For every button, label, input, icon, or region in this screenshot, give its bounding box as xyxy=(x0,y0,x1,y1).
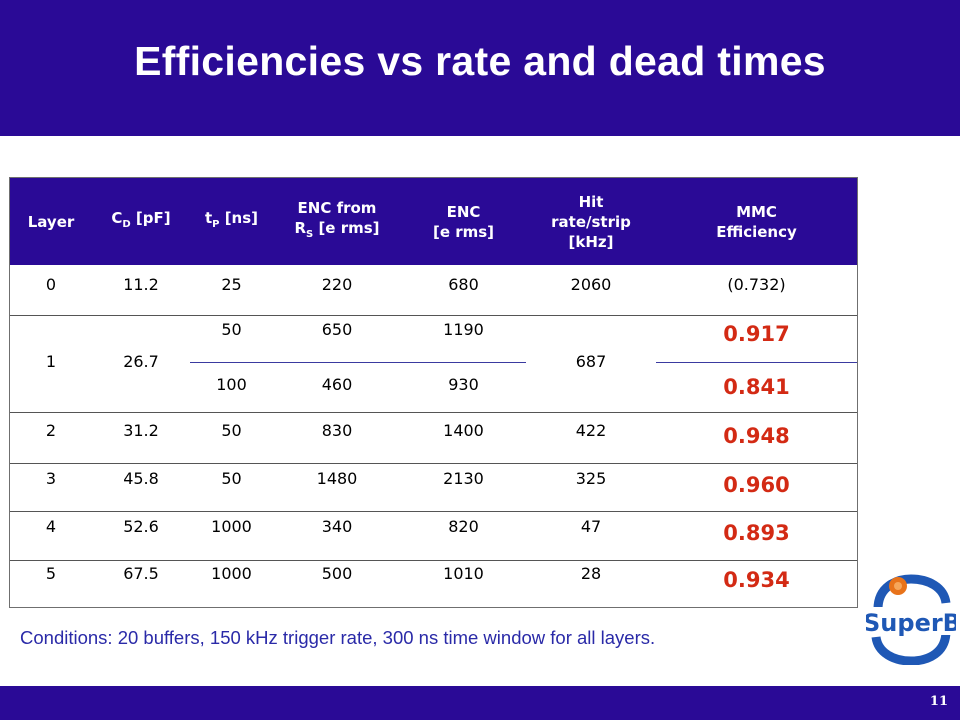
cell-layer: 2 xyxy=(45,421,57,440)
cell-hit-rate: 2060 xyxy=(570,275,612,294)
row-divider xyxy=(10,560,857,561)
title-bar: Efficiencies vs rate and dead times xyxy=(0,0,960,136)
header-hit-rate: Hit rate/strip [kHz] xyxy=(551,192,631,251)
superb-logo: SuperB xyxy=(866,574,956,665)
row-divider xyxy=(10,412,857,413)
header-mmc-efficiency: MMC Efficiency xyxy=(716,202,797,241)
cell-peaking-time: 100 xyxy=(216,375,247,394)
cell-capacitance: 31.2 xyxy=(123,421,159,440)
row-divider xyxy=(10,511,857,512)
table-header-row: Layer CD [pF] tP [ns] ENC from RS [e rms… xyxy=(10,178,857,265)
cell-efficiency: 0.917 xyxy=(723,322,790,346)
cell-enc-from-rs: 650 xyxy=(321,320,353,339)
cell-peaking-time: 50 xyxy=(221,320,242,339)
cell-hit-rate: 47 xyxy=(580,517,602,536)
cell-peaking-time: 50 xyxy=(221,421,242,440)
cell-enc-from-rs: 1480 xyxy=(316,469,358,488)
header-enc-from-rs: ENC from RS [e rms] xyxy=(294,199,380,240)
cell-peaking-time: 25 xyxy=(221,275,242,294)
cell-enc: 930 xyxy=(448,375,479,394)
cell-enc-from-rs: 460 xyxy=(321,375,353,394)
row-divider xyxy=(10,315,857,316)
cell-capacitance: 11.2 xyxy=(123,275,159,294)
cell-enc: 680 xyxy=(448,275,479,294)
cell-peaking-time: 1000 xyxy=(211,564,252,583)
header-enc: ENC [e rms] xyxy=(432,202,495,241)
cell-layer: 1 xyxy=(45,352,57,371)
cell-enc: 1400 xyxy=(443,421,484,440)
cell-capacitance: 45.8 xyxy=(123,469,159,488)
cell-enc: 1190 xyxy=(443,320,484,339)
cell-efficiency: 0.948 xyxy=(723,424,790,448)
cell-efficiency: 0.934 xyxy=(723,568,790,592)
header-layer: Layer xyxy=(27,212,75,231)
cell-efficiency: 0.893 xyxy=(723,521,790,545)
cell-enc-from-rs: 340 xyxy=(321,517,353,536)
efficiency-table: Layer CD [pF] tP [ns] ENC from RS [e rms… xyxy=(9,177,858,608)
cell-efficiency: 0.960 xyxy=(723,473,790,497)
cell-layer: 3 xyxy=(45,469,57,488)
logo-text: SuperB xyxy=(866,609,956,637)
cell-layer: 5 xyxy=(45,564,57,583)
cell-peaking-time: 1000 xyxy=(211,517,252,536)
cell-capacitance: 26.7 xyxy=(123,352,159,371)
header-peaking-time: tP [ns] xyxy=(204,209,259,230)
cell-enc-from-rs: 830 xyxy=(321,421,353,440)
slide-title: Efficiencies vs rate and dead times xyxy=(134,38,826,84)
cell-efficiency: (0.732) xyxy=(727,275,786,294)
header-capacitance: CD [pF] xyxy=(111,209,171,230)
cell-enc: 2130 xyxy=(443,469,484,488)
cell-hit-rate: 687 xyxy=(575,352,607,371)
footer-bar xyxy=(0,686,960,720)
cell-peaking-time: 50 xyxy=(221,469,242,488)
cell-hit-rate: 325 xyxy=(575,469,607,488)
cell-hit-rate: 422 xyxy=(575,421,607,440)
cell-enc: 820 xyxy=(448,517,479,536)
cell-enc: 1010 xyxy=(443,564,484,583)
cell-layer: 4 xyxy=(45,517,57,536)
cell-enc-from-rs: 500 xyxy=(321,564,353,583)
cell-hit-rate: 28 xyxy=(580,564,602,583)
sub-row-divider xyxy=(190,362,526,363)
row-divider xyxy=(10,463,857,464)
cell-enc-from-rs: 220 xyxy=(321,275,353,294)
cell-capacitance: 52.6 xyxy=(123,517,159,536)
cell-efficiency: 0.841 xyxy=(723,375,790,399)
conditions-note: Conditions: 20 buffers, 150 kHz trigger … xyxy=(20,627,656,648)
sub-row-divider xyxy=(656,362,857,363)
cell-capacitance: 67.5 xyxy=(123,564,159,583)
page-number: 11 xyxy=(929,694,948,709)
cell-layer: 0 xyxy=(45,275,57,294)
